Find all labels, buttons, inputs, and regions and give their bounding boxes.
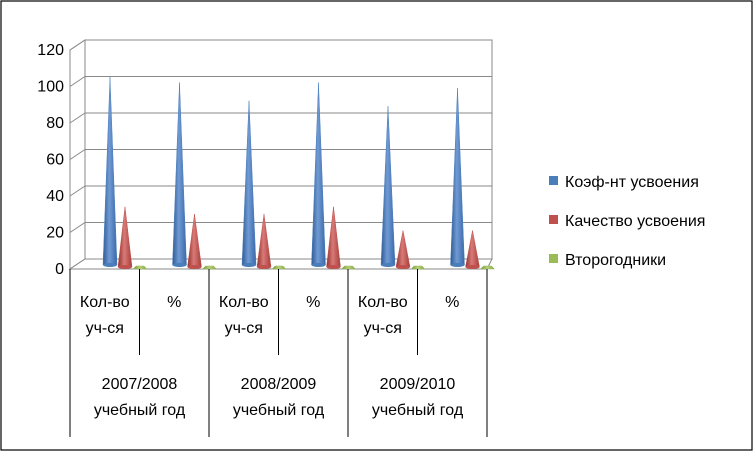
- cone-mark: [479, 265, 496, 270]
- cone-mark: [201, 265, 218, 270]
- y-tick-label: 0: [55, 261, 64, 278]
- gridline: [69, 222, 492, 233]
- legend-label: Второгодники: [565, 252, 666, 269]
- cone-base: [311, 263, 326, 267]
- category-label: уч-ся: [86, 320, 124, 337]
- y-axis-tick-labels: 0 20 40 60 80 100 120: [37, 42, 64, 278]
- group-label: 2007/2008: [102, 376, 178, 393]
- gridline: [69, 149, 492, 160]
- group-label: учебный год: [94, 402, 186, 419]
- y-tick-label: 60: [46, 152, 64, 169]
- y-tick-label: 100: [37, 79, 64, 96]
- category-label: %: [306, 294, 320, 311]
- category-label: Кол-во: [219, 294, 269, 311]
- category-axis-table: Кол-во уч-ся% Кол-во уч-ся% Кол-во уч-ся% 2007…: [69, 269, 488, 437]
- gridline: [69, 39, 492, 51]
- cone-base: [257, 265, 271, 269]
- cone-mark: [132, 265, 148, 270]
- series-marks: [102, 77, 496, 270]
- y-tick-label: 80: [46, 115, 64, 132]
- cone-mark: [340, 265, 357, 270]
- category-label: уч-ся: [364, 320, 402, 337]
- legend-swatch: [549, 176, 558, 185]
- legend-swatch: [549, 254, 558, 263]
- cone-mark: [271, 265, 287, 270]
- gridline: [69, 76, 492, 87]
- gridlines: [69, 39, 492, 270]
- legend: Коэф-нт усвоения Качество усвоения Второго…: [549, 174, 705, 269]
- legend-swatch: [549, 215, 558, 224]
- group-label: учебный год: [233, 402, 325, 419]
- cone-base: [450, 263, 465, 267]
- category-label: Кол-во: [80, 294, 130, 311]
- gridline: [69, 112, 492, 124]
- cone-base: [465, 265, 480, 269]
- category-label: %: [445, 294, 459, 311]
- legend-label: Качество усвоения: [565, 213, 705, 230]
- y-tick-label: 40: [46, 188, 64, 205]
- cone-base: [187, 265, 202, 269]
- cone-base: [103, 263, 117, 267]
- group-label: 2008/2009: [241, 376, 317, 393]
- y-tick-label: 120: [37, 42, 64, 59]
- legend-label: Коэф-нт усвоения: [565, 174, 699, 191]
- cone-mark: [410, 265, 426, 270]
- y-tick-label: 20: [46, 225, 64, 242]
- cone-base: [396, 265, 410, 269]
- cone-base: [242, 263, 256, 267]
- cone-base: [118, 265, 132, 269]
- gridline: [69, 185, 492, 197]
- plot-walls: [69, 39, 493, 270]
- group-label: 2009/2010: [380, 376, 456, 393]
- cone-base: [172, 263, 187, 267]
- category-label: Кол-во: [358, 294, 408, 311]
- category-label: %: [167, 294, 181, 311]
- category-label: уч-ся: [225, 320, 263, 337]
- cone-base: [326, 265, 341, 269]
- cone-base: [381, 263, 395, 267]
- group-label: учебный год: [372, 402, 464, 419]
